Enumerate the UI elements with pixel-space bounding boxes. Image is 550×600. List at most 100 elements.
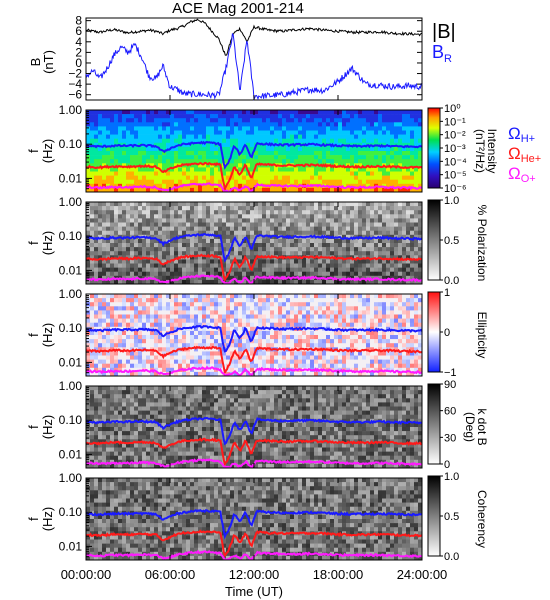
heatmap-cell <box>234 175 239 180</box>
heatmap-cell <box>406 175 411 180</box>
heatmap-cell <box>230 363 235 369</box>
heatmap-cell <box>290 302 295 307</box>
heatmap-cell <box>110 226 115 231</box>
heatmap-cell <box>162 214 167 219</box>
heatmap-cell <box>94 210 99 215</box>
heatmap-cell <box>354 183 359 189</box>
heatmap-cell <box>98 347 103 352</box>
heatmap-cell <box>186 310 191 315</box>
heatmap-cell <box>238 351 243 356</box>
heatmap-cell <box>362 226 367 231</box>
heatmap-cell <box>362 138 367 144</box>
heatmap-cell <box>122 359 127 364</box>
heatmap-cell <box>246 114 251 119</box>
heatmap-cell <box>174 243 179 248</box>
heatmap-cell <box>274 310 279 315</box>
heatmap-cell <box>254 363 259 369</box>
heatmap-cell <box>414 255 419 260</box>
heatmap-cell <box>278 159 283 164</box>
heatmap-cell <box>302 314 307 319</box>
heatmap-cell <box>158 343 163 348</box>
heatmap-cell <box>202 355 207 360</box>
heatmap-cell <box>362 359 367 364</box>
heatmap-cell <box>214 230 219 236</box>
heatmap-cell <box>310 175 315 180</box>
heatmap-cell <box>338 238 343 244</box>
heatmap-cell <box>214 118 219 123</box>
heatmap-cell <box>214 259 219 264</box>
heatmap-cell <box>402 126 407 131</box>
heatmap-cell <box>338 322 343 328</box>
heatmap-cell <box>350 238 355 244</box>
heatmap-cell <box>378 302 383 307</box>
heatmap-cell <box>186 330 191 336</box>
heatmap-cell <box>290 359 295 364</box>
heatmap-cell <box>182 259 187 264</box>
heatmap-cell <box>102 335 107 340</box>
heatmap-cell <box>318 335 323 340</box>
heatmap-cell <box>138 214 143 219</box>
heatmap-cell <box>354 322 359 328</box>
heatmap-cell <box>218 351 223 356</box>
heatmap-cell <box>258 247 263 252</box>
heatmap-cell <box>282 114 287 119</box>
heatmap-cell <box>238 146 243 152</box>
heatmap-cell <box>238 138 243 144</box>
heatmap-cell <box>262 114 267 119</box>
heatmap-cell <box>122 218 127 223</box>
heatmap-cell <box>410 187 415 192</box>
heatmap-cell <box>206 210 211 215</box>
heatmap-cell <box>130 263 135 268</box>
heatmap-cell <box>166 179 171 185</box>
heatmap-cell <box>338 279 343 284</box>
heatmap-cell <box>126 247 131 252</box>
heatmap-cell <box>94 142 99 148</box>
heatmap-cell <box>106 183 111 189</box>
heatmap-cell <box>322 214 327 219</box>
heatmap-cell <box>194 159 199 164</box>
heatmap-cell <box>190 175 195 180</box>
heatmap-cell <box>106 202 111 207</box>
heatmap-cell <box>210 222 215 227</box>
heatmap-cell <box>346 267 351 272</box>
heatmap-cell <box>322 222 327 227</box>
heatmap-cell <box>230 275 235 281</box>
heatmap-cell <box>274 226 279 231</box>
heatmap-cell <box>354 138 359 144</box>
heatmap-cell <box>242 347 247 352</box>
heatmap-cell <box>306 138 311 144</box>
heatmap-cell <box>258 343 263 348</box>
heatmap-cell <box>370 230 375 236</box>
heatmap-cell <box>138 238 143 244</box>
heatmap-cell <box>90 130 95 135</box>
heatmap-cell <box>338 159 343 164</box>
heatmap-cell <box>106 222 111 227</box>
heatmap-cell <box>214 110 219 115</box>
heatmap-cell <box>330 335 335 340</box>
heatmap-cell <box>106 339 111 344</box>
b-field-ylabel: B <box>28 58 43 67</box>
heatmap-cell <box>270 326 275 332</box>
heatmap-cell <box>118 218 123 223</box>
heatmap-cell <box>174 187 179 192</box>
heatmap-cell <box>358 126 363 131</box>
heatmap-cell <box>130 226 135 231</box>
heatmap-cell <box>414 210 419 215</box>
heatmap-cell <box>118 251 123 256</box>
heatmap-cell <box>154 351 159 356</box>
heatmap-cell <box>162 183 167 189</box>
heatmap-cell <box>90 187 95 192</box>
heatmap-cell <box>274 359 279 364</box>
heatmap-cell <box>194 351 199 356</box>
heatmap-cell <box>230 142 235 148</box>
heatmap-cell <box>182 359 187 364</box>
heatmap-cell <box>414 187 419 192</box>
heatmap-cell <box>118 363 123 369</box>
heatmap-cell <box>342 183 347 189</box>
heatmap-cell <box>254 251 259 256</box>
heatmap-cell <box>230 130 235 135</box>
heatmap-cell <box>110 371 115 376</box>
heatmap-cell <box>406 279 411 284</box>
heatmap-cell <box>390 202 395 207</box>
